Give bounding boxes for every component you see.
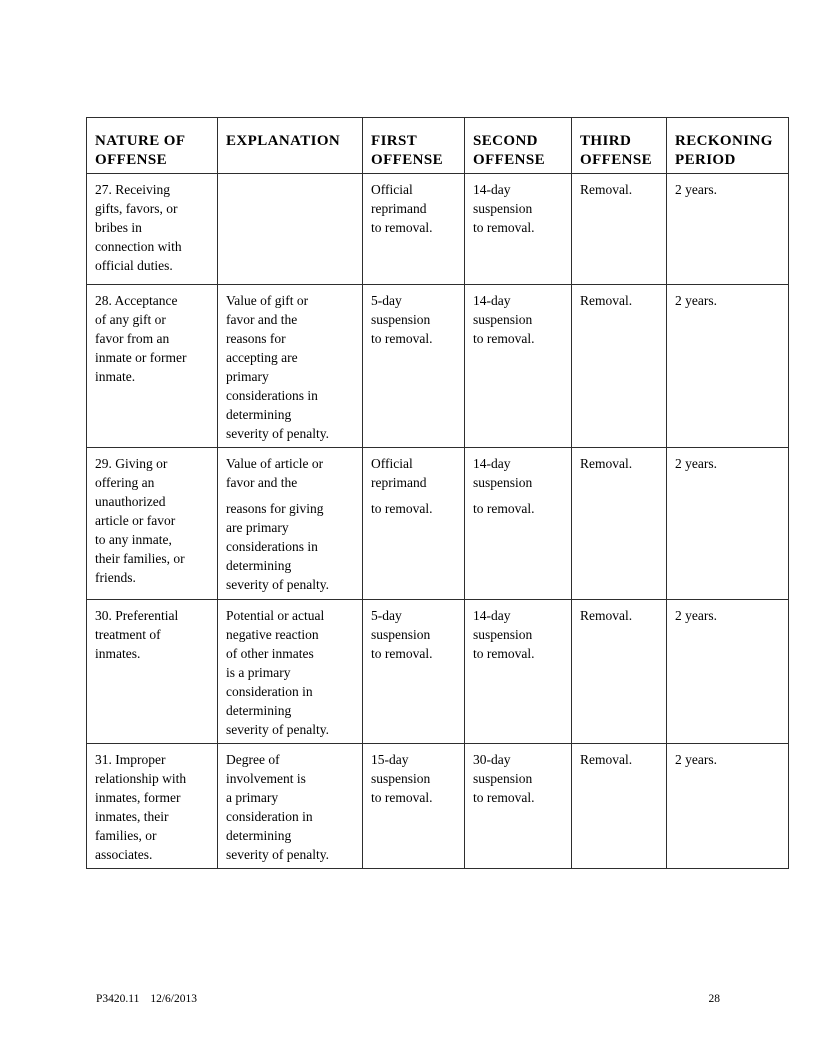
header-second-offense: SECOND OFFENSE [464, 117, 572, 174]
header-reckoning-period: RECKONING PERIOD [666, 117, 789, 174]
cell-first-offense: 15-day suspension to removal. [362, 743, 465, 869]
doc-number: P3420.11 [96, 993, 140, 1005]
header-third-offense: THIRD OFFENSE [571, 117, 667, 174]
table-row: 28. Acceptance of any gift or favor from… [86, 284, 789, 448]
cell-second-offense: 14-day suspension to removal. [464, 447, 572, 600]
cell-first-offense: 5-day suspension to removal. [362, 284, 465, 448]
cell-third-offense: Removal. [571, 173, 667, 285]
cell-nature-of-offense: 28. Acceptance of any gift or favor from… [86, 284, 218, 448]
cell-second-offense: 14-day suspension to removal. [464, 284, 572, 448]
table-header-row: NATURE OF OFFENSE EXPLANATION FIRST OFFE… [86, 117, 789, 174]
cell-reckoning-period: 2 years. [666, 447, 789, 600]
cell-reckoning-period: 2 years. [666, 743, 789, 869]
cell-second-offense: 14-day suspension to removal. [464, 599, 572, 744]
cell-reckoning-period: 2 years. [666, 284, 789, 448]
cell-nature-of-offense: 30. Preferential treatment of inmates. [86, 599, 218, 744]
cell-first-offense: Official reprimand to removal. [362, 447, 465, 600]
cell-third-offense: Removal. [571, 447, 667, 600]
table-row: 27. Receiving gifts, favors, or bribes i… [86, 173, 789, 285]
footer-doc-info: P3420.11 12/6/2013 [96, 992, 197, 1006]
cell-nature-of-offense: 29. Giving or offering an unauthorized a… [86, 447, 218, 600]
cell-second-offense: 14-day suspension to removal. [464, 173, 572, 285]
cell-first-offense: 5-day suspension to removal. [362, 599, 465, 744]
cell-explanation [217, 173, 363, 285]
table-row: 31. Improper relationship with inmates, … [86, 743, 789, 869]
header-first-offense: FIRST OFFENSE [362, 117, 465, 174]
table-row: 29. Giving or offering an unauthorized a… [86, 447, 789, 600]
offense-penalty-table: NATURE OF OFFENSE EXPLANATION FIRST OFFE… [86, 117, 789, 869]
cell-second-offense: 30-day suspension to removal. [464, 743, 572, 869]
cell-explanation: Value of gift or favor and the reasons f… [217, 284, 363, 448]
cell-third-offense: Removal. [571, 284, 667, 448]
cell-explanation: Degree of involvement is a primary consi… [217, 743, 363, 869]
cell-reckoning-period: 2 years. [666, 599, 789, 744]
header-explanation: EXPLANATION [217, 117, 363, 174]
cell-nature-of-offense: 31. Improper relationship with inmates, … [86, 743, 218, 869]
header-nature-of-offense: NATURE OF OFFENSE [86, 117, 218, 174]
table-row: 30. Preferential treatment of inmates. P… [86, 599, 789, 744]
cell-third-offense: Removal. [571, 743, 667, 869]
doc-date: 12/6/2013 [150, 993, 197, 1005]
cell-explanation: Value of article or favor and the reasons… [217, 447, 363, 600]
page-number: 28 [708, 993, 721, 1005]
cell-reckoning-period: 2 years. [666, 173, 789, 285]
cell-nature-of-offense: 27. Receiving gifts, favors, or bribes i… [86, 173, 218, 285]
page-footer: P3420.11 12/6/2013 28 [96, 992, 720, 1006]
cell-first-offense: Official reprimand to removal. [362, 173, 465, 285]
cell-explanation: Potential or actual negative reaction of… [217, 599, 363, 744]
cell-third-offense: Removal. [571, 599, 667, 744]
